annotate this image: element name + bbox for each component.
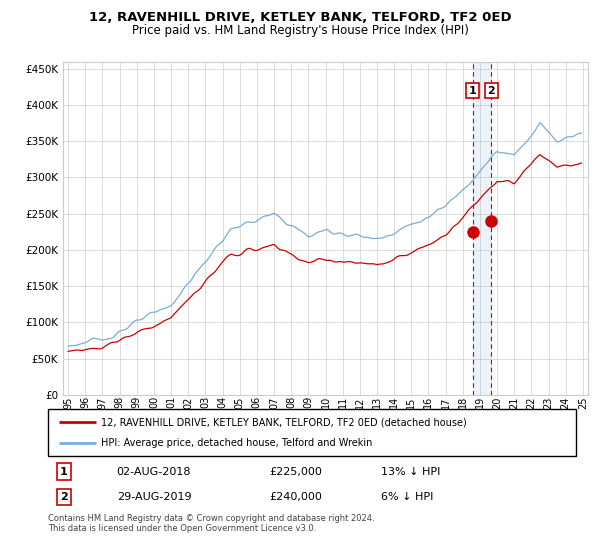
FancyBboxPatch shape bbox=[48, 409, 576, 456]
Text: 2: 2 bbox=[60, 492, 68, 502]
Text: HPI: Average price, detached house, Telford and Wrekin: HPI: Average price, detached house, Telf… bbox=[101, 438, 372, 448]
Text: 1: 1 bbox=[60, 467, 68, 477]
Text: Contains HM Land Registry data © Crown copyright and database right 2024.
This d: Contains HM Land Registry data © Crown c… bbox=[48, 514, 374, 534]
Text: 12, RAVENHILL DRIVE, KETLEY BANK, TELFORD, TF2 0ED (detached house): 12, RAVENHILL DRIVE, KETLEY BANK, TELFOR… bbox=[101, 417, 467, 427]
Text: £225,000: £225,000 bbox=[270, 467, 323, 477]
Text: Price paid vs. HM Land Registry's House Price Index (HPI): Price paid vs. HM Land Registry's House … bbox=[131, 24, 469, 36]
Text: 2: 2 bbox=[487, 86, 495, 96]
Text: £240,000: £240,000 bbox=[270, 492, 323, 502]
Text: 29-AUG-2019: 29-AUG-2019 bbox=[116, 492, 191, 502]
Text: 6% ↓ HPI: 6% ↓ HPI bbox=[380, 492, 433, 502]
Text: 02-AUG-2018: 02-AUG-2018 bbox=[116, 467, 191, 477]
Text: 12, RAVENHILL DRIVE, KETLEY BANK, TELFORD, TF2 0ED: 12, RAVENHILL DRIVE, KETLEY BANK, TELFOR… bbox=[89, 11, 511, 24]
Text: 13% ↓ HPI: 13% ↓ HPI bbox=[380, 467, 440, 477]
Bar bbox=[473, 62, 491, 395]
Text: 1: 1 bbox=[469, 86, 476, 96]
